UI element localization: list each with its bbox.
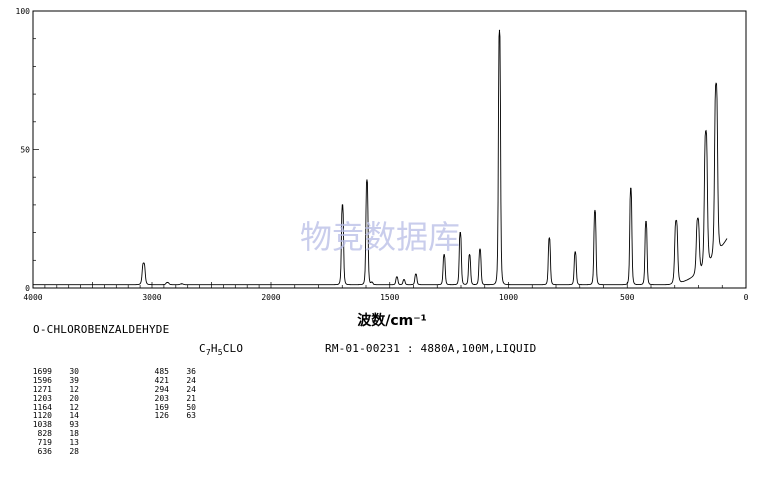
peak-wavenumber: 1271 bbox=[32, 384, 52, 394]
x-axis-label: 波数/cm⁻¹ bbox=[357, 312, 427, 329]
peak-table-row: 169 50 bbox=[147, 402, 196, 413]
peak-table-row: 126 63 bbox=[147, 412, 196, 421]
spectrum-line bbox=[33, 30, 728, 286]
peak-table-row: 1699 30 bbox=[30, 367, 79, 377]
peak-table-row: 1038 93 bbox=[30, 420, 79, 430]
peak-table-row: 1120 14 bbox=[30, 412, 79, 421]
peak-table-column-1: 1699 30 1596 39 1271 12 1203 20 1164 12 1120 14 1038… bbox=[30, 367, 79, 457]
peak-intensity: 21 bbox=[186, 393, 196, 403]
x-tick-label: 2000 bbox=[261, 293, 280, 302]
peak-wavenumber: 1203 bbox=[32, 393, 52, 403]
peak-table-row: 1271 12 bbox=[30, 384, 79, 395]
formula-c: C bbox=[199, 342, 206, 355]
peak-intensity: 36 bbox=[186, 367, 196, 376]
y-axis-ticks: 100 50 0 bbox=[16, 7, 39, 293]
peak-wavenumber: 203 bbox=[154, 393, 169, 403]
watermark-text: 物竞数据库 bbox=[300, 218, 460, 256]
peak-intensity: 50 bbox=[186, 402, 196, 412]
peak-intensity: 30 bbox=[69, 367, 79, 376]
peak-intensity: 18 bbox=[69, 429, 79, 439]
peak-wavenumber: 169 bbox=[154, 402, 169, 412]
compound-name: O-CHLOROBENZALDEHYDE bbox=[33, 323, 170, 336]
formula-h: H bbox=[210, 342, 218, 355]
x-tick-label: 4000 bbox=[23, 293, 42, 302]
peak-wavenumber: 828 bbox=[37, 429, 52, 439]
spectrum-id: RM-01-00231 : 4880A,100M,LIQUID bbox=[325, 342, 537, 355]
formula-c-count: 7 bbox=[205, 348, 211, 358]
x-tick-label: 1000 bbox=[499, 293, 518, 302]
peak-wavenumber: 1164 bbox=[32, 402, 52, 412]
peak-table-row: 828 18 bbox=[30, 429, 79, 439]
peak-table-row: 1203 20 bbox=[30, 393, 79, 404]
peak-wavenumber: 485 bbox=[154, 367, 169, 376]
x-tick-label: 1500 bbox=[380, 293, 399, 302]
peak-wavenumber: 126 bbox=[154, 411, 169, 421]
peak-table-column-2: 485 36 421 24 294 24 203 21 169 50 126 63 bbox=[147, 367, 196, 421]
x-tick-label: 0 bbox=[744, 293, 749, 302]
peak-intensity: 12 bbox=[69, 402, 79, 412]
peak-wavenumber: 1596 bbox=[32, 375, 52, 385]
peak-intensity: 13 bbox=[69, 438, 79, 448]
peak-intensity: 63 bbox=[186, 411, 196, 421]
peak-table-row: 636 28 bbox=[30, 447, 79, 457]
y-tick-label: 50 bbox=[20, 146, 30, 155]
peak-wavenumber: 421 bbox=[154, 375, 169, 385]
y-tick-label: 100 bbox=[16, 7, 31, 16]
y-tick-label: 0 bbox=[25, 284, 30, 293]
peak-intensity: 20 bbox=[69, 393, 79, 403]
peak-wavenumber: 1699 bbox=[32, 367, 52, 376]
molecular-formula: C7H5CLO bbox=[199, 342, 243, 357]
x-tick-label: 500 bbox=[620, 293, 635, 302]
peak-intensity: 28 bbox=[69, 447, 79, 457]
formula-h-count: 5 bbox=[217, 348, 223, 358]
peak-intensity: 39 bbox=[69, 375, 79, 385]
formula-rest: CLO bbox=[222, 342, 244, 355]
peak-intensity: 93 bbox=[69, 420, 79, 430]
peak-table-row: 294 24 bbox=[147, 384, 196, 395]
peak-intensity: 12 bbox=[69, 384, 79, 394]
peak-table-row: 485 36 bbox=[147, 367, 196, 377]
peak-table-row: 421 24 bbox=[147, 375, 196, 386]
peak-wavenumber: 294 bbox=[154, 384, 169, 394]
peak-intensity: 24 bbox=[186, 375, 196, 385]
peak-wavenumber: 1038 bbox=[32, 420, 52, 430]
x-tick-label: 3000 bbox=[142, 293, 161, 302]
peak-table-row: 1164 12 bbox=[30, 402, 79, 413]
peak-intensity: 14 bbox=[69, 411, 79, 421]
peak-table-row: 1596 39 bbox=[30, 375, 79, 386]
peak-wavenumber: 719 bbox=[37, 438, 52, 448]
x-axis-ticks: 4000 3000 2000 1500 1000 500 0 bbox=[23, 282, 749, 302]
peak-wavenumber: 636 bbox=[37, 447, 52, 457]
peak-table-row: 719 13 bbox=[30, 438, 79, 448]
peak-intensity: 24 bbox=[186, 384, 196, 394]
peak-table-row: 203 21 bbox=[147, 393, 196, 404]
peak-wavenumber: 1120 bbox=[32, 411, 52, 421]
